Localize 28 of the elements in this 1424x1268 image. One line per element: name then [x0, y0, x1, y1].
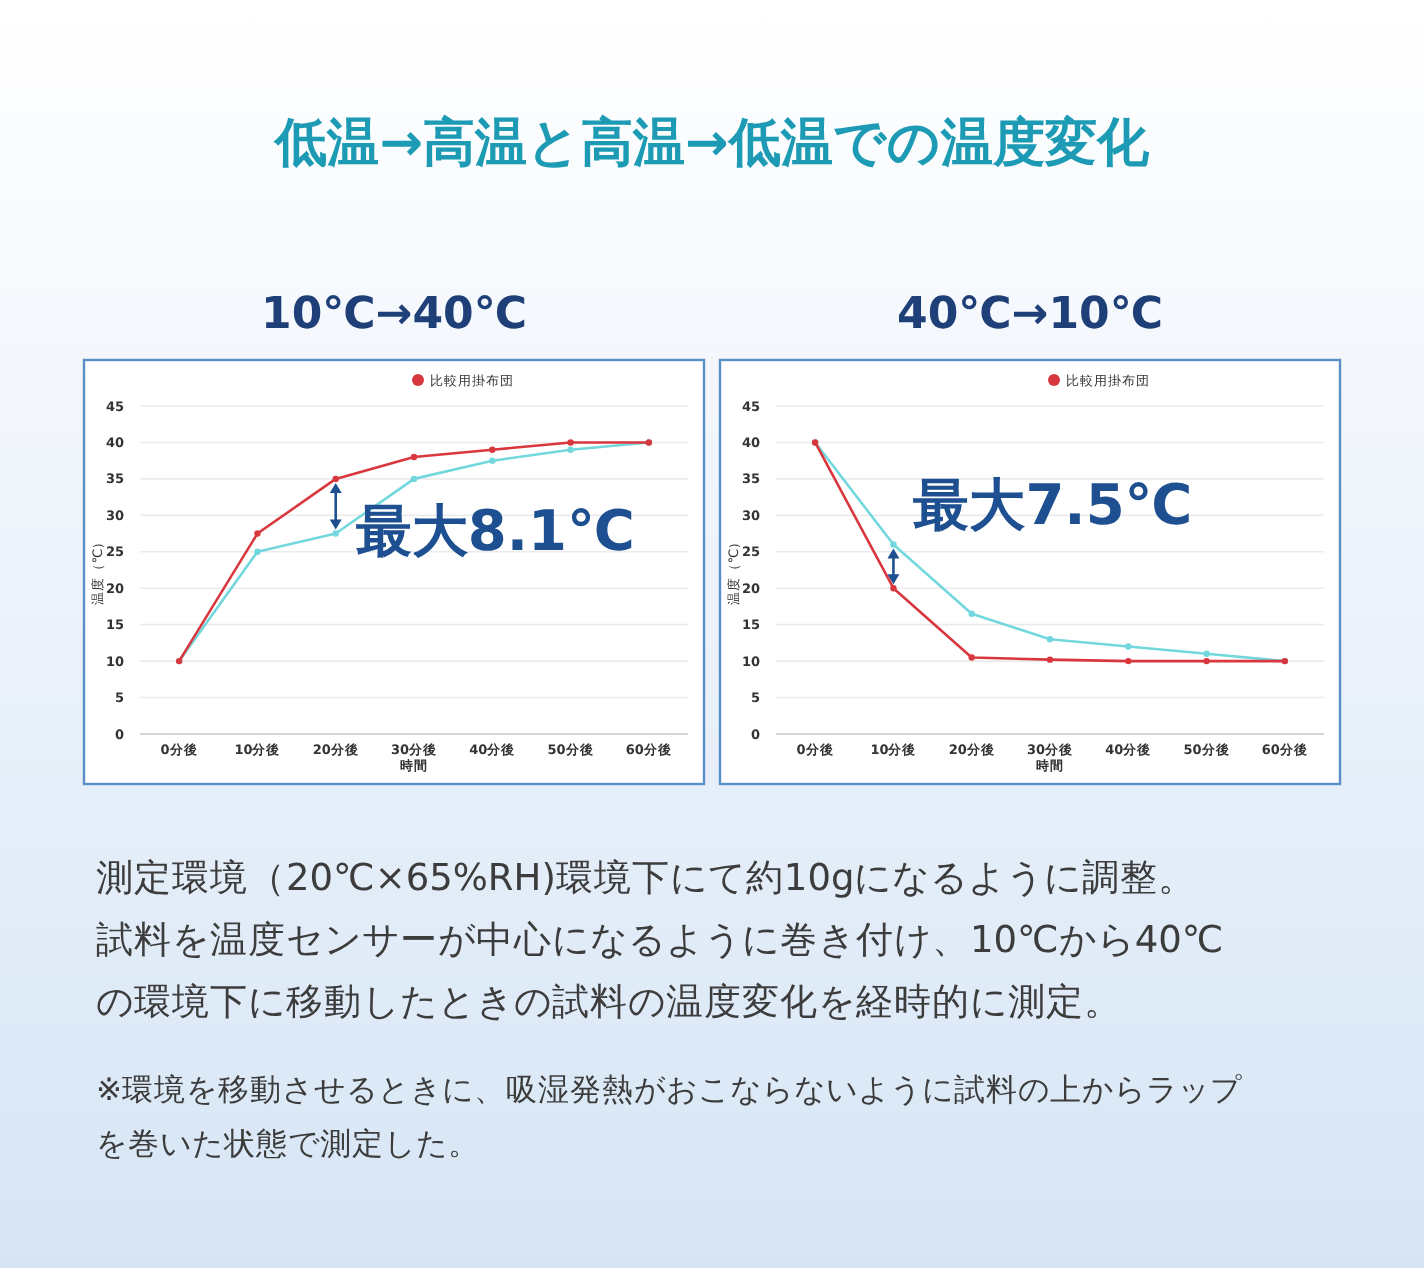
text: 試料を温度センサーが中心になるように巻き付け、10℃から40℃の環境下に移動したときの試料の温度変化を経時的に測定。 — [96, 918, 1224, 1024]
point — [332, 530, 339, 537]
chart-subtitle: 10℃→40℃ — [261, 290, 527, 340]
point — [489, 457, 496, 464]
point — [1203, 650, 1210, 658]
point — [567, 439, 574, 446]
chart-title: 低温→高温と高温→低温での温度変化 — [273, 114, 1151, 174]
point — [968, 610, 975, 617]
point — [254, 530, 261, 537]
point — [1046, 656, 1054, 663]
text: ※環境を移動させるときに、吸湿発熱がおこならないように試料の上からラップを巻いた状態で測定した。 — [96, 1072, 1244, 1162]
annotation: 最大8.1℃ — [353, 498, 635, 565]
point — [968, 654, 975, 661]
point — [489, 446, 496, 453]
text: 測定環境（20℃×65%RH)環境下にて約10gになるように調整。 — [96, 856, 1197, 900]
annotation: 最大7.5℃ — [911, 472, 1193, 539]
point — [1046, 636, 1054, 643]
point — [332, 475, 339, 483]
point — [410, 453, 418, 461]
point — [1203, 657, 1210, 665]
point — [890, 541, 897, 548]
point — [1125, 657, 1132, 665]
point — [567, 446, 574, 453]
chart-subtitle: 40℃→10℃ — [897, 290, 1163, 340]
point — [254, 548, 261, 555]
point — [410, 475, 418, 483]
point — [1125, 643, 1132, 650]
point — [890, 585, 897, 592]
